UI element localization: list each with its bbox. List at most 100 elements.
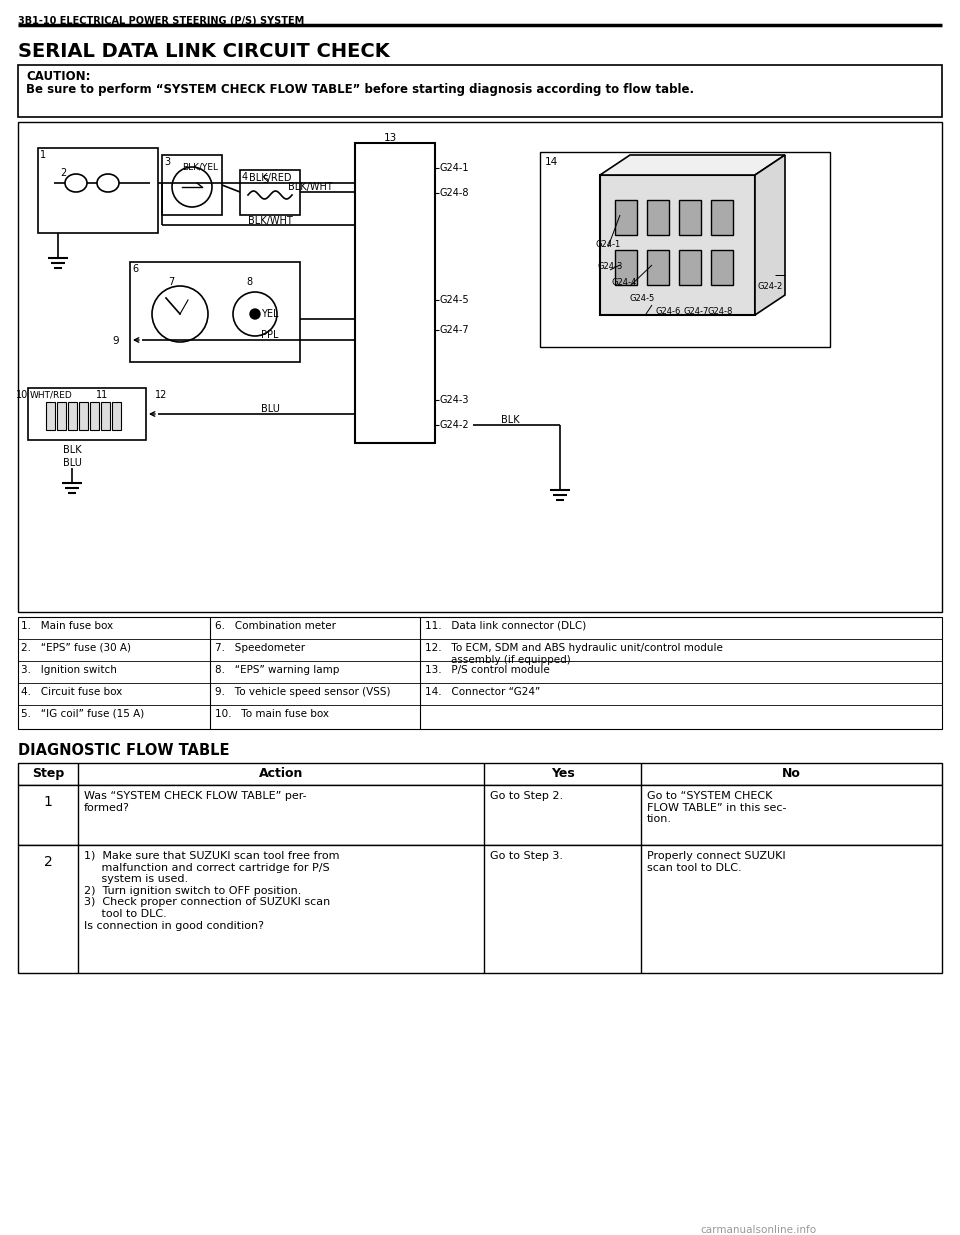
Text: BLK: BLK (501, 415, 519, 425)
Text: 12.   To ECM, SDM and ABS hydraulic unit/control module
        assembly (if equ: 12. To ECM, SDM and ABS hydraulic unit/c… (425, 643, 723, 664)
Text: Yes: Yes (551, 767, 574, 781)
Bar (68, 403, 77, 430)
Bar (600, 175, 755, 315)
Bar (130, 262, 300, 362)
Text: No: No (782, 767, 801, 781)
Text: 1: 1 (43, 795, 53, 809)
Bar (18, 618, 942, 729)
Text: 5: 5 (262, 175, 268, 185)
Text: G24-8: G24-8 (439, 188, 468, 198)
Bar (90, 403, 99, 430)
Text: BLK/WHT: BLK/WHT (248, 216, 293, 226)
Bar (79, 403, 88, 430)
Bar (162, 156, 222, 215)
Bar (46, 403, 55, 430)
Text: Step: Step (32, 767, 64, 781)
Text: Go to Step 3.: Go to Step 3. (490, 851, 563, 861)
Text: 7: 7 (168, 277, 175, 287)
Text: 14: 14 (545, 157, 559, 167)
Text: 2: 2 (60, 168, 66, 178)
Text: 8: 8 (246, 277, 252, 287)
Text: 8.   “EPS” warning lamp: 8. “EPS” warning lamp (215, 664, 340, 676)
Text: 1: 1 (40, 149, 46, 161)
Text: carmanualsonline.info: carmanualsonline.info (700, 1225, 816, 1235)
Text: SERIAL DATA LINK CIRCUIT CHECK: SERIAL DATA LINK CIRCUIT CHECK (18, 42, 390, 61)
Polygon shape (600, 156, 785, 175)
Bar (679, 200, 701, 235)
Text: 4: 4 (242, 172, 248, 182)
Bar (57, 403, 66, 430)
Text: BLK/YEL: BLK/YEL (182, 163, 218, 172)
Text: 13.   P/S control module: 13. P/S control module (425, 664, 550, 676)
Text: G24-2: G24-2 (758, 282, 783, 291)
Text: 9.   To vehicle speed sensor (VSS): 9. To vehicle speed sensor (VSS) (215, 687, 391, 697)
Bar (540, 152, 830, 347)
Bar (112, 403, 121, 430)
Bar (647, 200, 669, 235)
Text: 9: 9 (112, 336, 119, 346)
Text: G24-3: G24-3 (598, 262, 623, 270)
Text: 1.   Main fuse box: 1. Main fuse box (21, 621, 113, 631)
Text: 11: 11 (96, 390, 108, 400)
Text: G24-7: G24-7 (683, 308, 708, 316)
Text: G24-1: G24-1 (439, 163, 468, 173)
Bar (18, 763, 942, 785)
Bar (18, 845, 942, 973)
Text: BLK: BLK (62, 445, 82, 454)
Text: 3B1-10 ELECTRICAL POWER STEERING (P/S) SYSTEM: 3B1-10 ELECTRICAL POWER STEERING (P/S) S… (18, 16, 304, 26)
Text: 11.   Data link connector (DLC): 11. Data link connector (DLC) (425, 621, 587, 631)
Bar (615, 200, 637, 235)
Text: 14.   Connector “G24”: 14. Connector “G24” (425, 687, 540, 697)
Text: 6.   Combination meter: 6. Combination meter (215, 621, 336, 631)
Bar (101, 403, 110, 430)
Text: G24-7: G24-7 (439, 325, 468, 335)
Polygon shape (755, 156, 785, 315)
Text: 10.   To main fuse box: 10. To main fuse box (215, 709, 329, 719)
Text: BLK/RED: BLK/RED (249, 173, 291, 183)
Text: G24-8: G24-8 (707, 308, 732, 316)
Text: 5.   “IG coil” fuse (15 A): 5. “IG coil” fuse (15 A) (21, 709, 144, 719)
Text: G24-6: G24-6 (655, 308, 681, 316)
Text: BLU: BLU (260, 404, 279, 414)
Text: BLK/WHT: BLK/WHT (288, 182, 332, 191)
Bar (18, 122, 942, 613)
Bar (679, 249, 701, 285)
Bar (38, 148, 158, 233)
Text: G24-3: G24-3 (439, 395, 468, 405)
Text: 7.   Speedometer: 7. Speedometer (215, 643, 305, 653)
Text: 4.   Circuit fuse box: 4. Circuit fuse box (21, 687, 122, 697)
Text: WHT/RED: WHT/RED (30, 390, 73, 399)
Text: 3: 3 (164, 157, 170, 167)
Text: DIAGNOSTIC FLOW TABLE: DIAGNOSTIC FLOW TABLE (18, 743, 229, 758)
Text: G24-4: G24-4 (612, 278, 637, 287)
Text: Go to “SYSTEM CHECK
FLOW TABLE” in this sec-
tion.: Go to “SYSTEM CHECK FLOW TABLE” in this … (647, 790, 786, 824)
Bar (18, 65, 942, 117)
Circle shape (250, 309, 260, 319)
Text: Properly connect SUZUKI
scan tool to DLC.: Properly connect SUZUKI scan tool to DLC… (647, 851, 785, 873)
Text: YEL: YEL (261, 309, 278, 319)
Text: 6: 6 (132, 264, 138, 274)
Bar (647, 249, 669, 285)
Text: G24-5: G24-5 (439, 295, 468, 305)
Text: Was “SYSTEM CHECK FLOW TABLE” per-
formed?: Was “SYSTEM CHECK FLOW TABLE” per- forme… (84, 790, 306, 813)
Text: 13: 13 (383, 133, 396, 143)
Text: 10: 10 (16, 390, 28, 400)
Text: CAUTION:: CAUTION: (26, 70, 90, 83)
Text: 12: 12 (155, 390, 167, 400)
Text: PPL: PPL (261, 330, 278, 340)
Text: 2: 2 (43, 855, 53, 869)
Text: Action: Action (259, 767, 303, 781)
Text: G24-1: G24-1 (595, 240, 620, 249)
Bar (615, 249, 637, 285)
Bar (18, 785, 942, 845)
Text: Be sure to perform “SYSTEM CHECK FLOW TABLE” before starting diagnosis according: Be sure to perform “SYSTEM CHECK FLOW TA… (26, 83, 694, 96)
Bar (711, 249, 733, 285)
Text: Go to Step 2.: Go to Step 2. (490, 790, 564, 802)
Text: G24-5: G24-5 (629, 294, 655, 303)
Bar (355, 143, 435, 443)
Bar (711, 200, 733, 235)
Text: G24-2: G24-2 (439, 420, 468, 430)
Text: 3.   Ignition switch: 3. Ignition switch (21, 664, 117, 676)
Text: 2.   “EPS” fuse (30 A): 2. “EPS” fuse (30 A) (21, 643, 131, 653)
Text: 1)  Make sure that SUZUKI scan tool free from
     malfunction and correct cartr: 1) Make sure that SUZUKI scan tool free … (84, 851, 340, 931)
